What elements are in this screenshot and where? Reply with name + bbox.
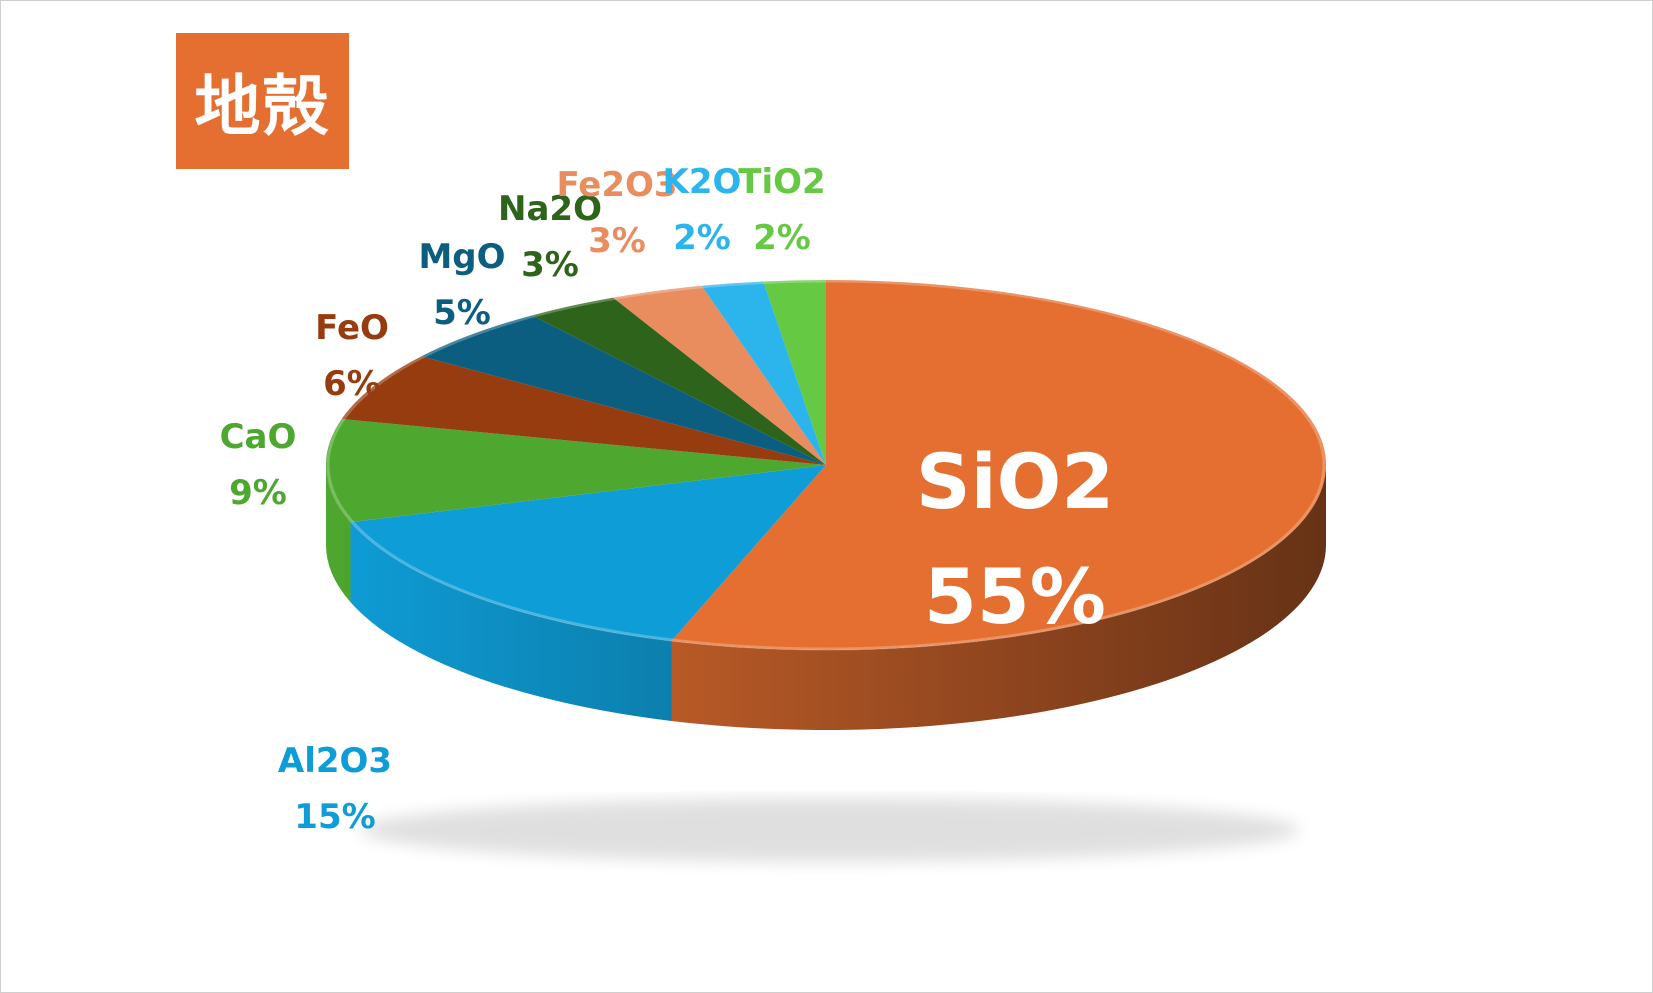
data-label-feo-name: FeO (315, 308, 389, 348)
pie-rim-highlight (326, 279, 1326, 651)
data-label-na2o-name: Na2O (498, 189, 602, 229)
data-label-cao-value: 9% (229, 473, 287, 513)
pie-labels: SiO255%Al2O315%CaO9%FeO6%MgO5%Na2O3%Fe2O… (220, 162, 1115, 837)
data-label-tio2-value: 2% (753, 218, 811, 258)
pie-slice-tio2 (763, 280, 826, 465)
pie-slice-feo (341, 356, 826, 465)
data-label-al2o3-value: 15% (294, 797, 375, 837)
data-label-feo-value: 6% (323, 364, 381, 404)
pie-slice-cao (326, 418, 826, 523)
data-label-cao-name: CaO (220, 417, 297, 457)
pie-slice-fe2o3 (613, 285, 826, 465)
data-label-k2o-value: 2% (673, 218, 731, 258)
pie-side-cao (326, 465, 351, 603)
data-label-fe2o3-value: 3% (588, 221, 646, 261)
pie-slice-al2o3 (350, 465, 826, 641)
pie-side-sio2 (671, 465, 1326, 730)
data-label-tio2-name: TiO2 (738, 162, 825, 202)
pie-sides (326, 465, 1326, 730)
chart-shadow (360, 798, 1300, 862)
pie-slice-na2o (532, 297, 826, 465)
chart-title-box: 地殻 (176, 33, 349, 169)
data-label-k2o-name: K2O (663, 162, 742, 202)
data-label-mgo-name: MgO (418, 237, 505, 277)
data-label-al2o3-name: Al2O3 (278, 741, 392, 781)
pie-slice-mgo (421, 315, 826, 465)
pie-tops (326, 279, 1327, 651)
pie-slice-sio2 (671, 280, 1327, 650)
data-label-fe2o3-name: Fe2O3 (556, 165, 677, 205)
data-label-mgo-value: 5% (433, 293, 491, 333)
pie-slice-k2o (701, 281, 826, 465)
data-label-na2o-value: 3% (521, 245, 579, 285)
data-label-sio2-value: 55% (924, 552, 1106, 641)
pie-side-al2o3 (350, 522, 672, 721)
chart-title: 地殻 (194, 68, 331, 145)
data-label-sio2-name: SiO2 (916, 437, 1114, 526)
